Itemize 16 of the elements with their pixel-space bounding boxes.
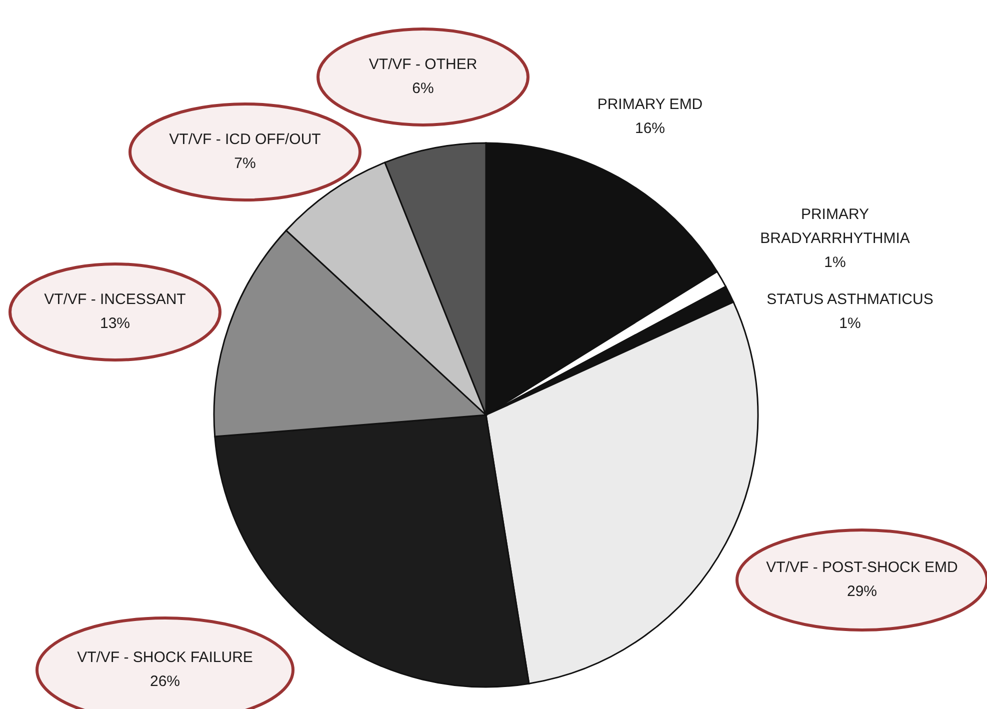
data-label: 7% [234,154,256,172]
data-label: 16% [634,120,666,137]
slice-label: VT/VF - POST-SHOCK EMD [766,558,958,576]
slice-label: VT/VF - INCESSANT [44,290,186,308]
slice-label: VT/VF - SHOCK FAILURE [77,648,253,666]
data-label: 6% [412,80,434,97]
slice-label: STATUS ASTHMATICUS [766,290,934,308]
slice-label: PRIMARY EMD [597,96,703,113]
data-label: 26% [150,672,180,690]
slice-label: PRIMARY BRADYARRHYTHMIA [760,206,910,247]
data-label: 29% [846,582,878,600]
slice-label: VT/VF - OTHER [368,56,478,73]
slice-label: VT/VF - ICD OFF/OUT [169,130,321,148]
data-label: 1% [824,254,846,271]
data-label: 13% [100,314,130,332]
data-label: 1% [839,314,861,332]
